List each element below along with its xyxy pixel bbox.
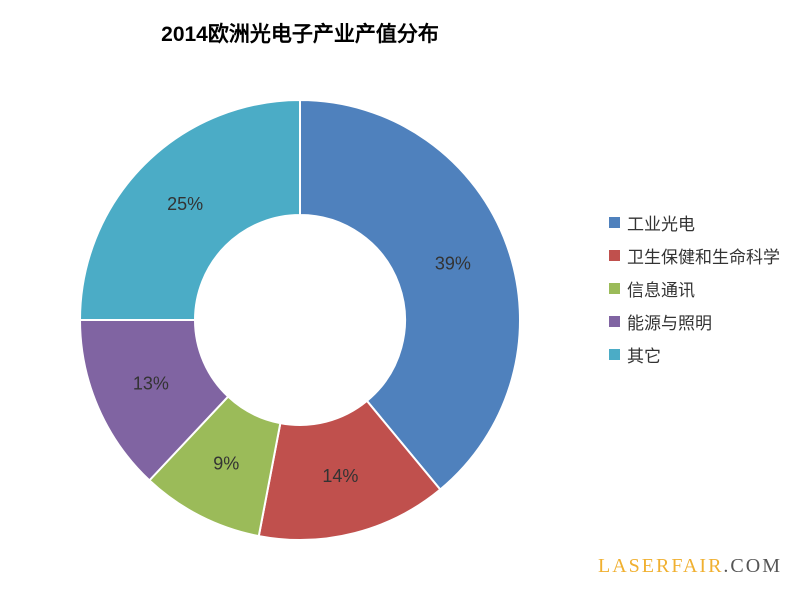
watermark-tld: .COM (723, 555, 782, 577)
legend-swatch (609, 217, 620, 228)
watermark-brand: LASERFAIR (598, 555, 723, 577)
watermark: LASERFAIR.COM (598, 555, 782, 578)
donut-chart: 39% 14% 9% 13% 25% (40, 70, 560, 570)
legend: 工业光电卫生保健和生命科学信息通讯能源与照明其它 (609, 210, 780, 375)
legend-item: 信息通讯 (609, 276, 780, 301)
legend-label: 能源与照明 (627, 309, 712, 334)
slice-percent-label: 25% (167, 194, 203, 214)
legend-label: 工业光电 (627, 210, 695, 235)
legend-item: 卫生保健和生命科学 (609, 243, 780, 268)
legend-swatch (609, 250, 620, 261)
legend-label: 其它 (627, 342, 661, 367)
legend-swatch (609, 283, 620, 294)
slice-percent-label: 9% (213, 454, 239, 474)
slice-percent-label: 39% (435, 254, 471, 274)
legend-swatch (609, 349, 620, 360)
legend-label: 卫生保健和生命科学 (627, 243, 780, 268)
slice-percent-label: 13% (133, 373, 169, 393)
chart-title: 2014欧洲光电子产业产值分布 (0, 18, 600, 48)
legend-item: 其它 (609, 342, 780, 367)
legend-swatch (609, 316, 620, 327)
legend-item: 工业光电 (609, 210, 780, 235)
slice-percent-label: 14% (322, 466, 358, 486)
legend-item: 能源与照明 (609, 309, 780, 334)
legend-label: 信息通讯 (627, 276, 695, 301)
